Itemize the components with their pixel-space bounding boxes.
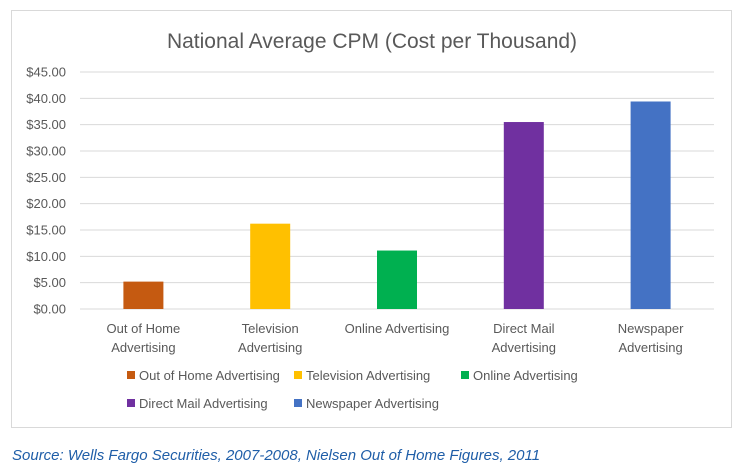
bar (377, 250, 417, 309)
legend-swatch (461, 371, 469, 379)
legend-label: Television Advertising (306, 368, 430, 383)
x-tick-label: Advertising (111, 340, 175, 355)
legend-label: Direct Mail Advertising (139, 396, 268, 411)
bar (250, 223, 291, 309)
x-tick-label: Out of Home (107, 321, 181, 336)
bar (123, 281, 164, 309)
legend-swatch (127, 371, 135, 379)
x-tick-label: Direct Mail (493, 321, 555, 336)
legend-label: Online Advertising (473, 368, 578, 383)
y-tick-label: $35.00 (26, 117, 66, 132)
y-tick-label: $0.00 (33, 302, 66, 317)
y-tick-label: $5.00 (33, 275, 66, 290)
x-axis-labels: Out of Home Advertising Television Advertis… (107, 321, 685, 355)
y-tick-label: $10.00 (26, 249, 66, 264)
bar (503, 122, 544, 310)
legend-label: Out of Home Advertising (139, 368, 280, 383)
legend-label: Newspaper Advertising (306, 396, 439, 411)
cpm-bar-chart: National Average CPM (Cost per Thousand)… (26, 30, 714, 411)
legend-swatch (294, 371, 302, 379)
chart-title: National Average CPM (Cost per Thousand) (167, 30, 577, 53)
legend-swatch (294, 399, 302, 407)
legend: Out of Home Advertising Television Advert… (127, 368, 578, 411)
y-tick-label: $15.00 (26, 223, 66, 238)
x-tick-label: Television (242, 321, 299, 336)
x-tick-label: Newspaper (618, 321, 684, 336)
source-note: Source: Wells Fargo Securities, 2007-200… (12, 447, 541, 464)
y-tick-label: $30.00 (26, 144, 66, 159)
x-tick-label: Online Advertising (345, 321, 450, 336)
bars (123, 101, 671, 310)
y-tick-label: $45.00 (26, 65, 66, 80)
legend-swatch (127, 399, 135, 407)
chart-frame (11, 10, 732, 428)
x-tick-label: Advertising (618, 340, 682, 355)
bar (630, 101, 671, 309)
y-axis-ticks: $0.00 $5.00 $10.00 $15.00 $20.00 $25.00 $30.00… (26, 65, 66, 317)
x-tick-label: Advertising (238, 340, 302, 355)
y-tick-label: $40.00 (26, 91, 66, 106)
y-tick-label: $25.00 (26, 170, 66, 185)
gridlines (80, 71, 714, 310)
x-tick-label: Advertising (492, 340, 556, 355)
y-tick-label: $20.00 (26, 196, 66, 211)
